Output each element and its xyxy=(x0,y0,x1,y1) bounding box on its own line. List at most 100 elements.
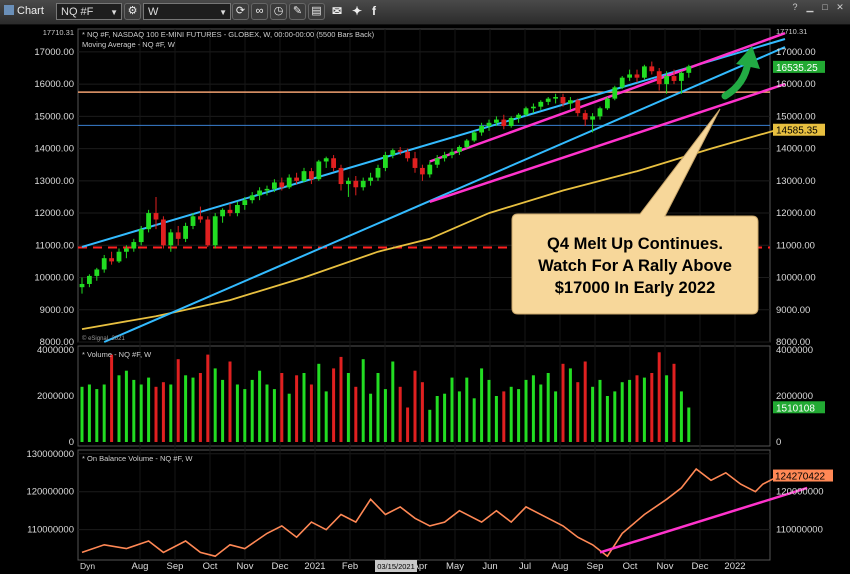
candle-body xyxy=(101,258,107,270)
volume-bar xyxy=(221,379,225,442)
volume-bar xyxy=(391,361,395,442)
x-tick-label: Sep xyxy=(167,561,184,572)
chart-canvas[interactable]: 17000.00 17000.00 16000.00 16000.00 15000.00… xyxy=(0,24,850,574)
candle-body xyxy=(397,150,403,152)
volume-bar xyxy=(672,363,676,442)
candle-body xyxy=(420,167,425,175)
price-tick-right: 11000.00 xyxy=(776,240,815,251)
volume-tick-left: 0 xyxy=(69,437,74,448)
volume-bar xyxy=(87,384,91,442)
candle-body xyxy=(353,180,359,188)
volume-bar xyxy=(206,354,210,442)
x-tick-label: Aug xyxy=(552,561,569,572)
maximize-icon[interactable]: □ xyxy=(822,2,828,12)
price-tick-right: 16000.00 xyxy=(776,79,816,90)
refresh-icon[interactable]: ⟳ xyxy=(232,3,249,20)
close-icon[interactable]: ✕ xyxy=(836,2,844,12)
candle-body xyxy=(501,119,507,127)
candle-body xyxy=(220,209,225,217)
axis-labels: 17000.00 17000.00 16000.00 16000.00 15000.00… xyxy=(26,27,833,572)
ma-value-tag-bg xyxy=(773,123,825,136)
candle-body xyxy=(94,269,100,276)
help-icon[interactable]: ? xyxy=(792,2,798,12)
price-tick-left: 15000.00 xyxy=(34,111,74,122)
volume-bar xyxy=(124,370,128,442)
candle-body xyxy=(227,209,233,214)
chart-icon xyxy=(4,5,14,15)
price-top-left: 17710.31 xyxy=(43,28,74,37)
candle-body xyxy=(560,97,566,104)
volume-bar xyxy=(428,409,432,442)
share-icon[interactable]: ✉ xyxy=(332,4,343,18)
chart-menu-label[interactable]: Chart xyxy=(4,3,44,20)
price-tick-left: 14000.00 xyxy=(34,144,74,155)
x-tick-label: Dec xyxy=(692,561,709,572)
candle-body xyxy=(434,158,440,165)
template-icon[interactable]: ▤ xyxy=(308,3,325,20)
obv-panel xyxy=(77,449,771,561)
volume-bar xyxy=(657,352,661,442)
annotation-line-2: Watch For A Rally Above xyxy=(538,257,732,275)
candle-body xyxy=(294,177,299,181)
candle-body xyxy=(79,283,85,288)
volume-bar xyxy=(302,373,306,442)
volume-bar xyxy=(517,389,521,442)
price-tick-left: 13000.00 xyxy=(34,176,74,187)
volume-bar xyxy=(628,379,632,442)
last-price-tag-bg xyxy=(773,60,825,73)
volume-bar xyxy=(554,391,558,442)
volume-bar xyxy=(450,377,454,442)
volume-bar xyxy=(235,384,239,442)
candle-body xyxy=(531,106,536,109)
settings-icon[interactable]: ⚙ xyxy=(124,3,141,20)
symbol-value: NQ #F xyxy=(61,6,94,18)
x-tick-label: Jul xyxy=(519,561,531,572)
volume-bar xyxy=(258,370,262,442)
volume-bar xyxy=(435,396,439,442)
ma-header: Moving Average - NQ #F, W xyxy=(82,40,176,49)
price-tick-right: 9000.00 xyxy=(776,305,810,316)
x-tick-label: Nov xyxy=(237,561,254,572)
volume-bar xyxy=(398,386,402,442)
candle-body xyxy=(198,216,203,220)
x-tick-label: Dec xyxy=(272,561,289,572)
volume-bar xyxy=(161,382,165,442)
volume-bar xyxy=(472,398,476,442)
volume-bar xyxy=(568,368,572,442)
price-tick-left: 9000.00 xyxy=(40,305,74,316)
minimize-icon[interactable]: ▁ xyxy=(806,2,814,12)
candles xyxy=(79,61,692,294)
twitter-icon[interactable]: ✦ xyxy=(352,4,363,18)
volume-bar xyxy=(642,377,646,442)
candle-body xyxy=(264,188,270,191)
volume-bar xyxy=(198,373,202,442)
volume-bar xyxy=(110,354,114,442)
candle-body xyxy=(479,126,484,133)
candle-body xyxy=(279,182,285,188)
candle-body xyxy=(87,275,92,284)
tools-icon[interactable]: ✎ xyxy=(289,3,306,20)
candle-body xyxy=(619,77,625,88)
volume-bar xyxy=(376,373,380,442)
x-tick-label: Aug xyxy=(132,561,149,572)
volume-bar xyxy=(457,391,461,442)
volume-bar xyxy=(154,386,158,442)
volume-bar xyxy=(576,382,580,442)
candle-body xyxy=(331,158,336,168)
candle-body xyxy=(131,242,137,249)
interval-input[interactable]: W ▼ xyxy=(143,3,231,20)
facebook-icon[interactable]: f xyxy=(372,4,376,18)
dyn-label[interactable]: Dyn xyxy=(80,561,95,571)
volume-bar xyxy=(102,384,106,442)
symbol-input[interactable]: NQ #F ▼ xyxy=(56,3,122,20)
link-icon[interactable]: ∞ xyxy=(251,3,268,20)
clock-icon[interactable]: ◷ xyxy=(270,3,287,20)
price-tick-right: 12000.00 xyxy=(776,208,816,219)
volume-bar xyxy=(169,384,173,442)
obv-line xyxy=(81,467,778,558)
candle-body xyxy=(249,195,255,201)
volume-bar xyxy=(339,356,343,442)
candle-body xyxy=(383,155,388,168)
candle-body xyxy=(153,213,159,220)
candle-body xyxy=(649,66,655,72)
